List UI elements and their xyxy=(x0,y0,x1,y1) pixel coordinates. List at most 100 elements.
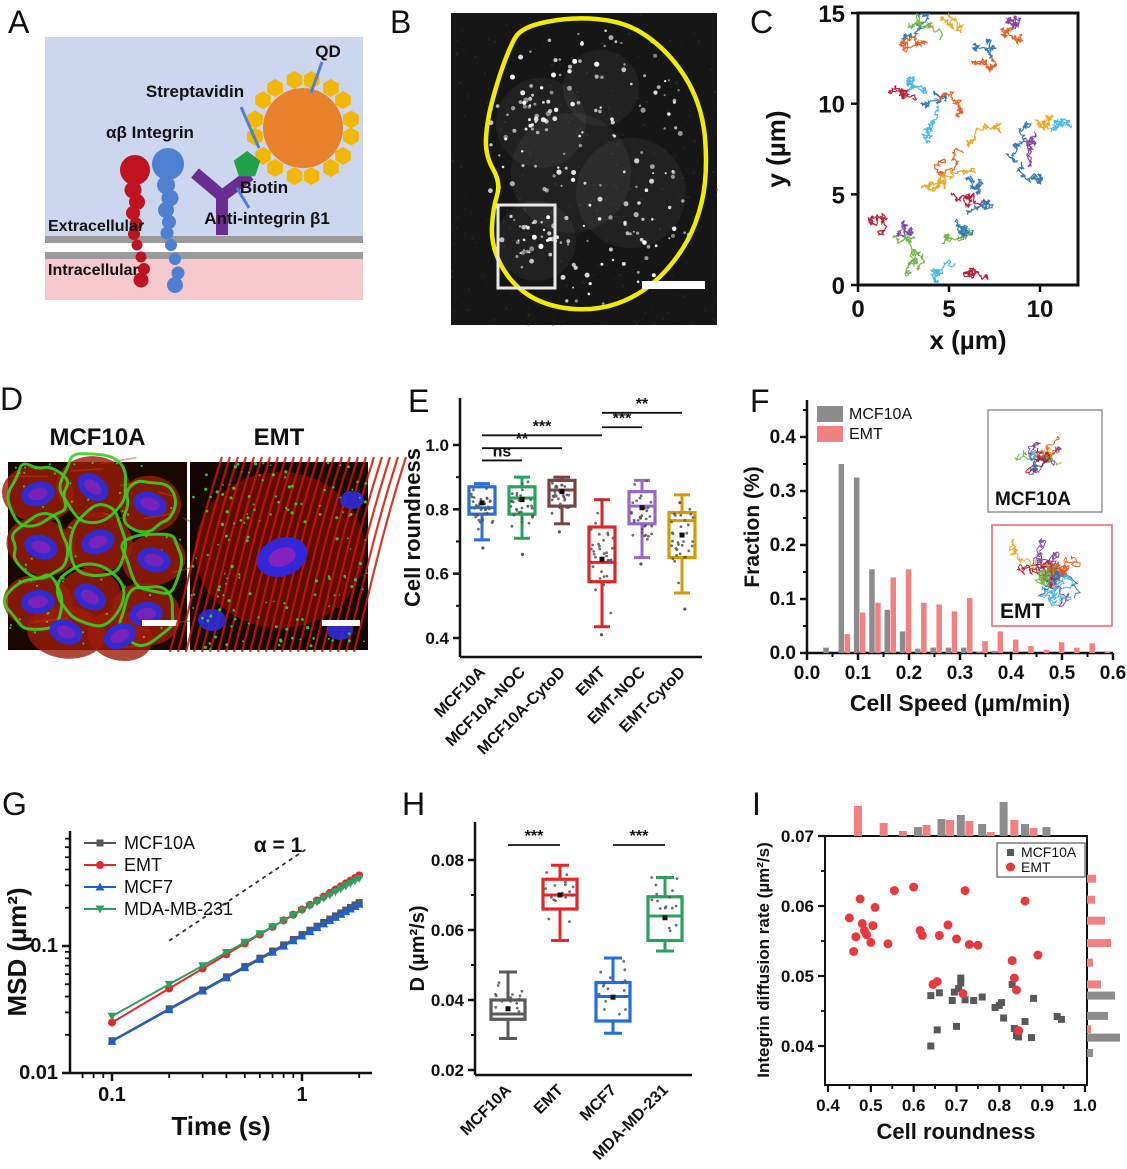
boxes xyxy=(489,863,684,1040)
scale-bar xyxy=(142,620,178,626)
svg-text:***: *** xyxy=(533,418,552,435)
junction-network xyxy=(2,452,184,648)
svg-text:0.4: 0.4 xyxy=(998,663,1025,684)
mean-marker xyxy=(679,532,685,538)
panel-label-a: A xyxy=(8,4,30,40)
svg-text:0: 0 xyxy=(832,273,845,300)
panel-g-msd-plot: 0.1 1 0.01 0.1 Time (s) MSD (µm²) α = 1 MCF10AE… xyxy=(2,831,372,1141)
svg-text:10: 10 xyxy=(1027,296,1054,323)
svg-text:MCF10A: MCF10A xyxy=(995,489,1071,510)
svg-text:0.06: 0.06 xyxy=(781,897,814,916)
mean-marker xyxy=(559,489,565,495)
svg-text:0.1: 0.1 xyxy=(770,589,797,610)
svg-text:5: 5 xyxy=(942,296,955,323)
panel-label-f: F xyxy=(750,383,770,419)
svg-text:Time (s): Time (s) xyxy=(171,1111,270,1141)
svg-text:αβ Integrin: αβ Integrin xyxy=(106,123,194,142)
svg-text:0.8: 0.8 xyxy=(425,500,449,519)
panel-label-c: C xyxy=(750,4,774,40)
svg-text:0.5: 0.5 xyxy=(1049,663,1076,684)
panel-b-microscopy xyxy=(451,13,718,327)
svg-text:EMT: EMT xyxy=(531,1082,567,1118)
scatter-mcf10a xyxy=(927,974,1065,1050)
integrin-blue xyxy=(152,148,185,293)
svg-text:0.8: 0.8 xyxy=(988,1096,1012,1115)
svg-text:Cell roundness: Cell roundness xyxy=(400,448,425,607)
alpha-guide-line xyxy=(168,848,307,942)
panel-d-image-emt xyxy=(168,456,408,653)
svg-text:10: 10 xyxy=(818,92,845,119)
svg-text:0.6: 0.6 xyxy=(902,1096,926,1115)
svg-text:1.0: 1.0 xyxy=(1073,1096,1097,1115)
panel-d-title-emt: EMT xyxy=(253,424,305,451)
svg-text:5: 5 xyxy=(832,182,845,209)
qd-core xyxy=(263,88,343,168)
jitter-points xyxy=(469,487,495,531)
qd-dots xyxy=(488,29,692,312)
svg-text:0.0: 0.0 xyxy=(794,663,820,684)
mean-marker xyxy=(479,500,485,506)
boxes xyxy=(467,475,697,637)
panel-c-trajectory-plot: 0 5 10 0 5 10 15 x (µm) y (µm) xyxy=(761,1,1080,355)
axes: 0 5 10 0 5 10 15 x (µm) y (µm) xyxy=(761,1,1080,355)
svg-text:0.1: 0.1 xyxy=(845,663,872,684)
svg-text:***: *** xyxy=(613,410,632,427)
svg-text:**: ** xyxy=(636,396,649,413)
panel-label-e: E xyxy=(408,383,430,419)
svg-text:0: 0 xyxy=(851,296,864,323)
roi-box xyxy=(496,203,557,290)
svg-text:0.4: 0.4 xyxy=(770,427,797,448)
quantum-dot xyxy=(247,71,359,185)
jitter-points xyxy=(597,960,627,1016)
svg-text:y (µm): y (µm) xyxy=(761,110,791,187)
scale-bar xyxy=(322,620,360,626)
svg-text:0.05: 0.05 xyxy=(781,967,814,986)
panel-d-title-mcf10a: MCF10A xyxy=(49,424,146,451)
svg-text:0.2: 0.2 xyxy=(896,663,922,684)
svg-text:0.4: 0.4 xyxy=(816,1096,840,1115)
svg-text:***: *** xyxy=(630,828,649,845)
svg-text:0.02: 0.02 xyxy=(431,1061,464,1080)
jitter-points xyxy=(589,498,615,615)
svg-text:0.1: 0.1 xyxy=(98,1084,126,1106)
svg-text:MCF7: MCF7 xyxy=(577,1082,620,1125)
panel-i-scatter: 0.4 0.5 0.6 0.7 0.8 0.9 1.0 0.04 0.05 0.06 0.07 Cel… xyxy=(754,802,1120,1144)
integrin-speckles xyxy=(190,461,368,650)
axes: 0.4 0.5 0.6 0.7 0.8 0.9 1.0 0.04 0.05 0.06 0.07 Cel… xyxy=(754,827,1097,1144)
svg-text:0.1: 0.1 xyxy=(30,935,58,957)
panel-label-h: H xyxy=(402,786,426,822)
svg-text:EMT: EMT xyxy=(124,855,162,875)
axes: 0.02 0.04 0.06 0.08 D (µm²/s) xyxy=(407,822,692,1080)
axes: 0.1 1 0.01 0.1 Time (s) MSD (µm²) xyxy=(2,831,372,1141)
bars xyxy=(823,464,1111,653)
panel-label-d: D xyxy=(0,381,24,417)
svg-text:0.6: 0.6 xyxy=(1100,663,1126,684)
svg-text:0.9: 0.9 xyxy=(1030,1096,1054,1115)
mean-marker xyxy=(639,505,645,511)
membrane-outer xyxy=(45,236,363,243)
mean-marker xyxy=(662,915,668,921)
svg-text:MCF10A: MCF10A xyxy=(1021,844,1077,860)
svg-text:MCF10A: MCF10A xyxy=(124,833,195,853)
svg-text:0.5: 0.5 xyxy=(859,1096,883,1115)
panel-h-boxplot: 0.020.040.060.08D (µm²/s)MCF10A EMT MCF7MD… xyxy=(407,822,692,1164)
svg-text:0.0: 0.0 xyxy=(770,643,796,664)
svg-text:x (µm): x (µm) xyxy=(929,325,1006,355)
inset-emt: EMT xyxy=(991,524,1113,627)
mean-marker xyxy=(610,994,616,1000)
svg-text:Anti-integrin β1: Anti-integrin β1 xyxy=(204,209,330,228)
svg-text:0.04: 0.04 xyxy=(781,1037,815,1056)
svg-text:0.07: 0.07 xyxy=(781,827,814,846)
significance: *** *** xyxy=(508,828,665,846)
svg-text:***: *** xyxy=(525,828,544,845)
svg-text:EMT: EMT xyxy=(849,426,883,443)
jitter-points xyxy=(670,501,695,585)
svg-text:Intracellular: Intracellular xyxy=(48,262,139,279)
svg-text:0.06: 0.06 xyxy=(431,921,464,940)
svg-text:0.7: 0.7 xyxy=(945,1096,969,1115)
